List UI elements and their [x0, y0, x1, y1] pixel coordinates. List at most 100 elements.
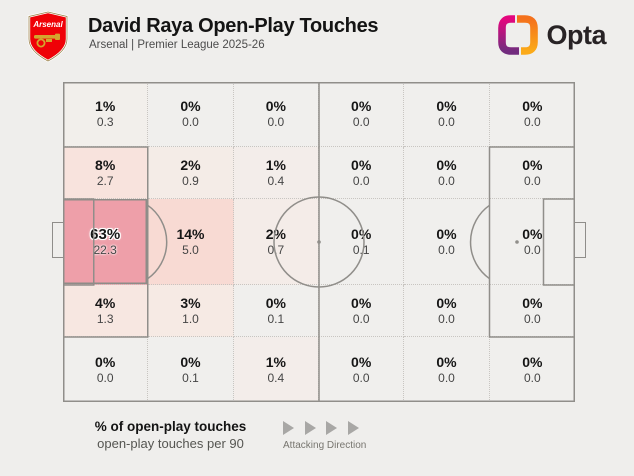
zone-cell: 3% 1.0 — [148, 285, 234, 337]
pitch: 1% 0.3 0% 0.0 0% 0.0 0% 0.0 0% 0.0 0% 0.0 8% 2.7 2% 0.9… — [52, 82, 586, 402]
zone-pct-value: 0% — [436, 353, 457, 370]
zone-cell: 0% 0.0 — [404, 82, 490, 147]
zone-per90-value: 0.0 — [438, 242, 455, 257]
zone-pct-value: 0% — [351, 156, 372, 173]
zone-pct-value: 2% — [180, 156, 201, 173]
zone-cell: 2% 0.7 — [233, 199, 319, 285]
zone-per90-value: 0.0 — [352, 115, 370, 129]
zone-pct-value: 0% — [522, 156, 543, 173]
zone-pct-value: 1% — [265, 156, 286, 173]
arsenal-crest-icon: Arsenal — [27, 10, 69, 63]
right-arrow-icon — [304, 421, 316, 435]
zone-cell: 0% 0.0 — [489, 285, 575, 337]
zone-per90-value: 0.4 — [267, 173, 285, 188]
zone-cell: 1% 0.4 — [233, 147, 319, 199]
zone-cell: 0% 0.0 — [489, 337, 575, 402]
zone-per90-value: 0.0 — [523, 311, 541, 326]
zone-pct-value: 0% — [522, 294, 543, 311]
opta-wordmark: Opta — [546, 19, 606, 50]
zone-cell: 4% 1.3 — [63, 285, 149, 337]
zone-pct-value: 3% — [180, 294, 201, 311]
zone-per90-value: 0.0 — [438, 115, 455, 129]
opta-logo: Opta — [498, 15, 606, 55]
zone-per90-value: 1.0 — [182, 311, 199, 326]
zone-cell: 0% 0.1 — [233, 285, 319, 337]
zone-cell: 0% 0.0 — [319, 147, 405, 199]
zone-per90-value: 0.0 — [523, 242, 541, 257]
page-subtitle: Arsenal | Premier League 2025-26 — [89, 39, 265, 51]
attacking-direction-arrows — [283, 421, 359, 435]
zone-cell: 8% 2.7 — [63, 147, 149, 199]
zone-per90-value: 0.0 — [523, 173, 541, 188]
zone-pct-value: 2% — [265, 225, 286, 242]
zone-cell: 0% 0.0 — [148, 82, 234, 147]
zone-per90-value: 0.0 — [352, 173, 370, 188]
zone-cell: 0% 0.0 — [404, 147, 490, 199]
zone-per90-value: 0.0 — [182, 115, 199, 129]
zone-cell: 0% 0.0 — [489, 147, 575, 199]
zone-cell: 0% 0.0 — [404, 199, 490, 285]
zone-per90-value: 0.7 — [267, 242, 285, 257]
zone-pct-value: 0% — [436, 294, 457, 311]
zone-per90-value: 0.1 — [182, 370, 199, 385]
zone-pct-value: 63% — [90, 225, 121, 243]
zone-per90-value: 0.0 — [438, 173, 455, 188]
zone-pct-value: 0% — [180, 353, 201, 370]
zone-per90-value: 2.7 — [96, 173, 114, 188]
zone-per90-value: 1.3 — [96, 311, 114, 326]
zone-per90-value: 0.0 — [352, 370, 370, 385]
zone-pct-value: 0% — [95, 353, 116, 370]
zone-per90-value: 0.4 — [267, 370, 285, 385]
pitch-grid: 1% 0.3 0% 0.0 0% 0.0 0% 0.0 0% 0.0 0% 0.0 8% 2.7 2% 0.9… — [63, 82, 575, 402]
zone-per90-value: 0.0 — [96, 370, 114, 385]
zone-per90-value: 0.0 — [438, 370, 455, 385]
zone-pct-value: 1% — [95, 98, 116, 114]
right-arrow-icon — [326, 421, 338, 435]
attacking-direction: Attacking Direction — [283, 421, 367, 451]
zone-cell: 0% 0.0 — [63, 337, 149, 402]
zone-pct-value: 1% — [265, 353, 286, 370]
zone-pct-value: 0% — [522, 353, 543, 370]
zone-pct-value: 8% — [95, 156, 116, 173]
zone-pct-value: 0% — [436, 98, 457, 114]
zone-cell: 0% 0.1 — [319, 199, 405, 285]
zone-cell: 0% 0.1 — [148, 337, 234, 402]
legend: % of open-play touches open-play touches… — [63, 419, 278, 451]
zone-cell: 0% 0.0 — [489, 199, 575, 285]
zone-cell: 63% 22.3 — [63, 199, 149, 285]
opta-mark-icon — [498, 15, 539, 55]
zone-per90-value: 0.9 — [182, 173, 199, 188]
zone-per90-value: 0.3 — [96, 115, 114, 129]
zone-cell: 0% 0.0 — [319, 82, 405, 147]
legend-secondary-label: open-play touches per 90 — [97, 436, 244, 451]
zone-pct-value: 0% — [351, 225, 372, 242]
zone-pct-value: 0% — [265, 98, 286, 114]
zone-pct-value: 14% — [176, 225, 205, 242]
attacking-direction-label: Attacking Direction — [283, 440, 367, 451]
zone-cell: 0% 0.0 — [319, 337, 405, 402]
zone-cell: 0% 0.0 — [404, 285, 490, 337]
zone-cell: 1% 0.3 — [63, 82, 149, 147]
zone-cell: 0% 0.0 — [319, 285, 405, 337]
zone-pct-value: 0% — [351, 294, 372, 311]
zone-per90-value: 0.0 — [438, 311, 455, 326]
zone-cell: 2% 0.9 — [148, 147, 234, 199]
zone-cell: 1% 0.4 — [233, 337, 319, 402]
zone-pct-value: 0% — [265, 294, 286, 311]
zone-per90-value: 0.0 — [267, 115, 285, 129]
zone-per90-value: 0.1 — [352, 242, 370, 257]
zone-cell: 14% 5.0 — [148, 199, 234, 285]
zone-pct-value: 0% — [436, 225, 457, 242]
zone-per90-value: 22.3 — [93, 242, 117, 257]
zone-pct-value: 4% — [95, 294, 116, 311]
right-arrow-icon — [347, 421, 359, 435]
zone-pct-value: 0% — [351, 353, 372, 370]
page-title: David Raya Open-Play Touches — [88, 15, 379, 37]
zone-cell: 0% 0.0 — [404, 337, 490, 402]
zone-pct-value: 0% — [180, 98, 201, 114]
zone-per90-value: 0.0 — [523, 115, 541, 129]
right-goal — [575, 222, 586, 258]
left-goal — [52, 222, 63, 258]
zone-per90-value: 0.1 — [267, 311, 285, 326]
zone-per90-value: 5.0 — [182, 242, 199, 257]
